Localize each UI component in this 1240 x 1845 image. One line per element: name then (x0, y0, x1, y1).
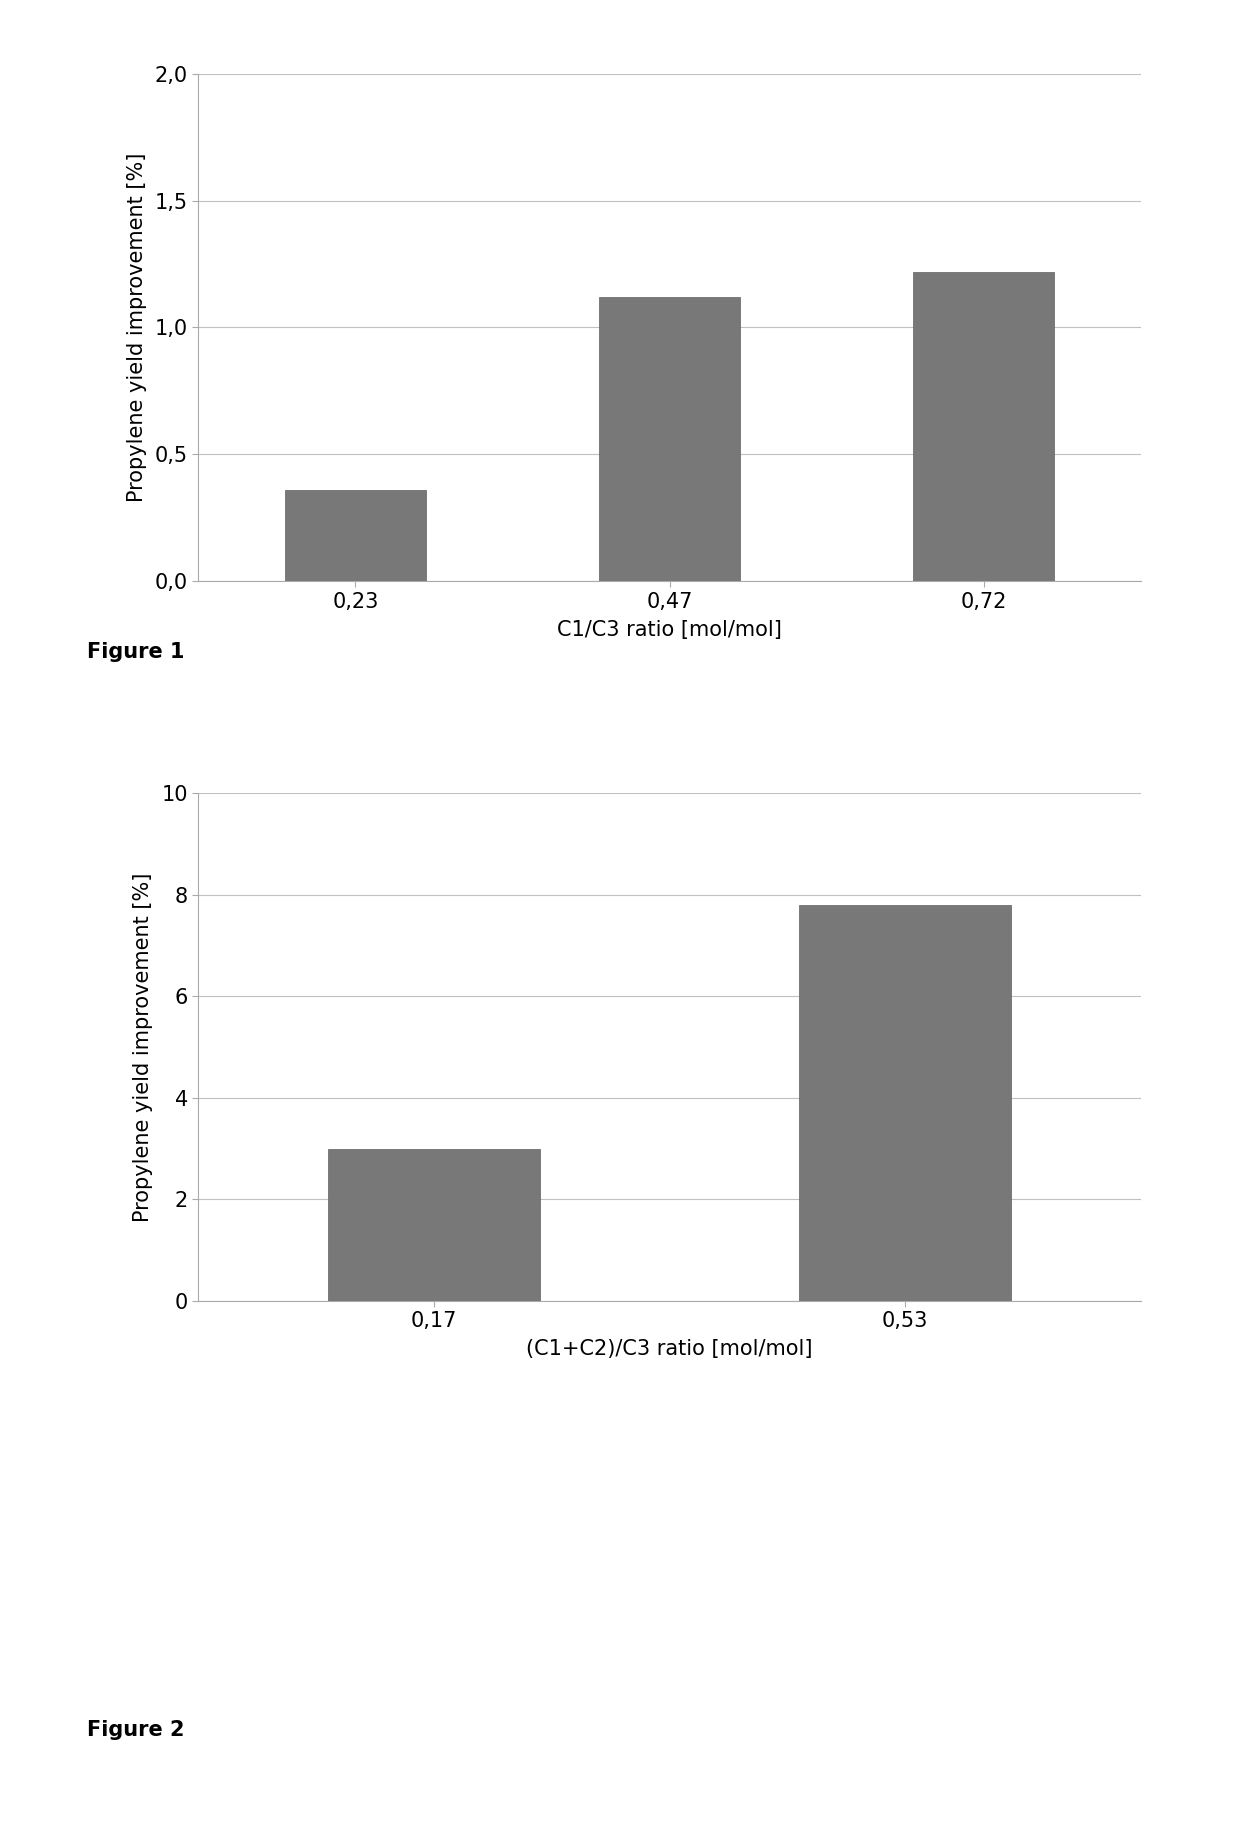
Bar (599, 297, 740, 581)
Bar (799, 904, 1011, 1301)
Y-axis label: Propylene yield improvement [%]: Propylene yield improvement [%] (133, 873, 154, 1221)
X-axis label: (C1+C2)/C3 ratio [mol/mol]: (C1+C2)/C3 ratio [mol/mol] (526, 1339, 813, 1360)
X-axis label: C1/C3 ratio [mol/mol]: C1/C3 ratio [mol/mol] (557, 620, 782, 640)
Bar (913, 271, 1054, 581)
Y-axis label: Propylene yield improvement [%]: Propylene yield improvement [%] (126, 153, 146, 502)
Bar (285, 489, 427, 581)
Text: Figure 1: Figure 1 (87, 642, 185, 662)
Text: Figure 2: Figure 2 (87, 1720, 185, 1740)
Bar (327, 1148, 541, 1301)
